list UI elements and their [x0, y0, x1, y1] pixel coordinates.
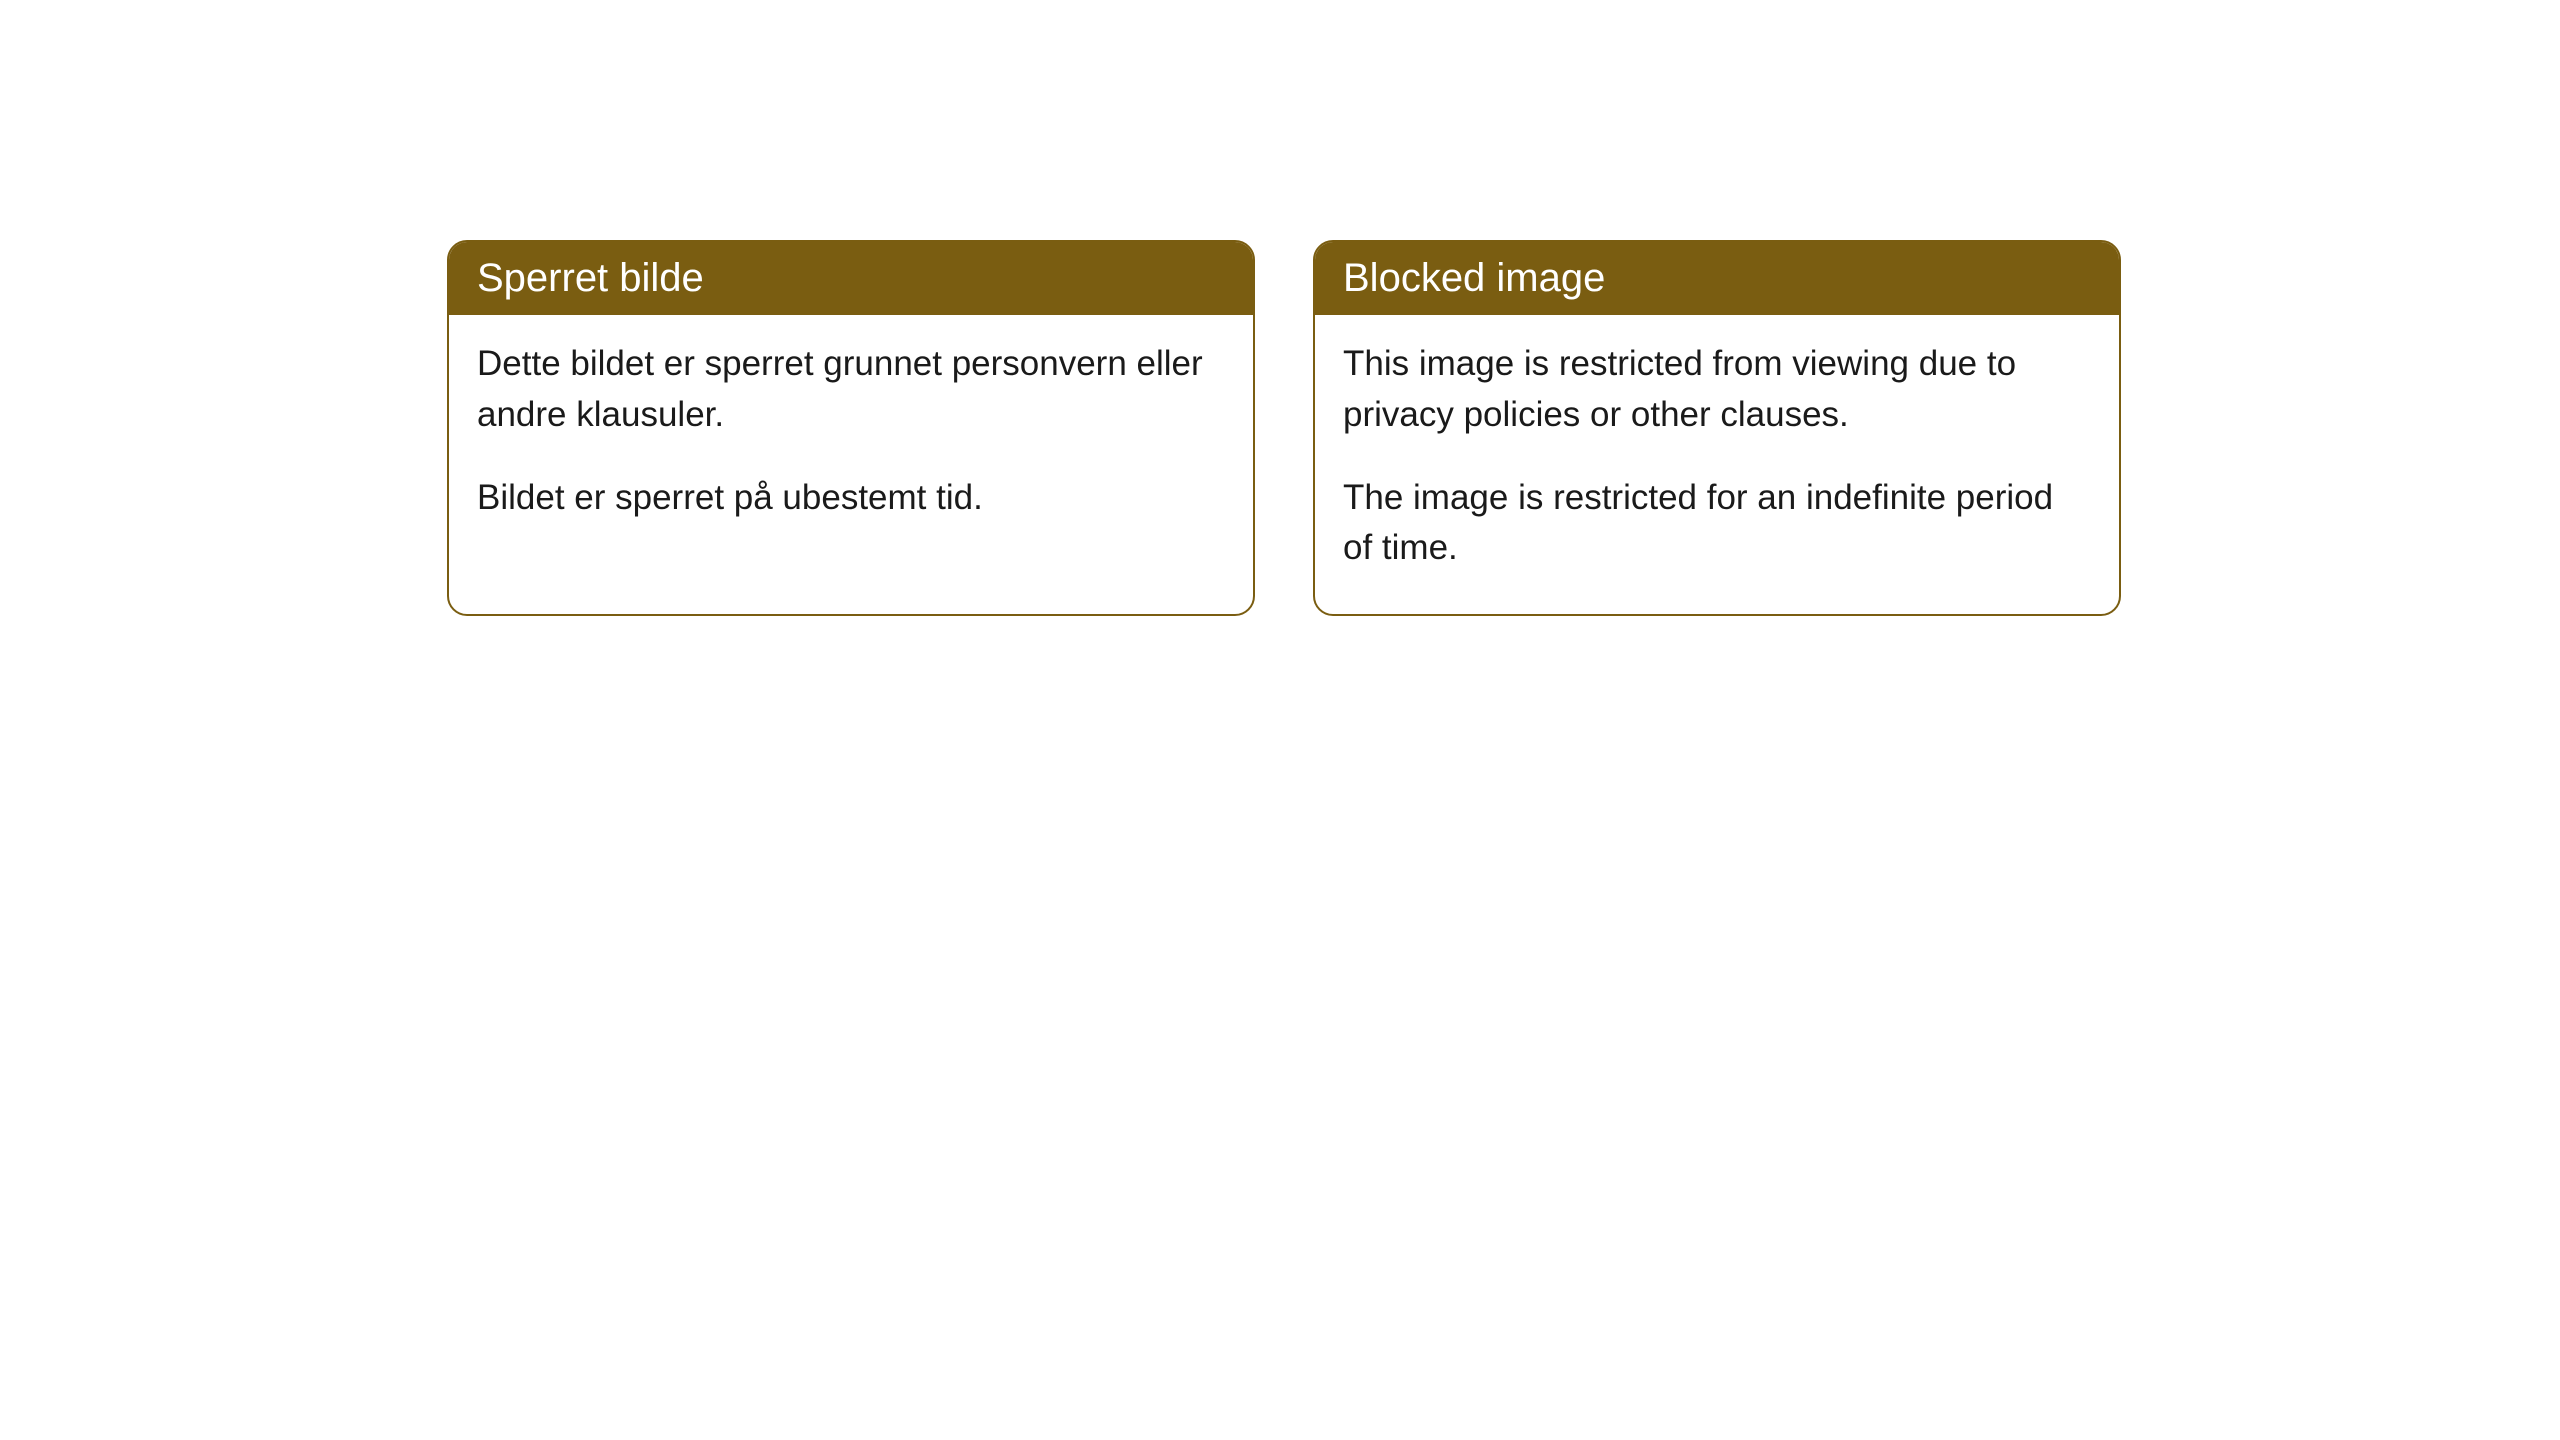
blocked-image-card-en: Blocked image This image is restricted f…	[1313, 240, 2121, 616]
card-title-en: Blocked image	[1343, 256, 1605, 300]
card-text-no-1: Dette bildet er sperret grunnet personve…	[477, 339, 1225, 441]
notice-cards-container: Sperret bilde Dette bildet er sperret gr…	[447, 240, 2560, 616]
card-title-no: Sperret bilde	[477, 256, 704, 300]
card-text-en-1: This image is restricted from viewing du…	[1343, 339, 2091, 441]
card-body-no: Dette bildet er sperret grunnet personve…	[449, 315, 1253, 563]
card-text-en-2: The image is restricted for an indefinit…	[1343, 473, 2091, 575]
card-body-en: This image is restricted from viewing du…	[1315, 315, 2119, 614]
card-header-en: Blocked image	[1315, 242, 2119, 315]
blocked-image-card-no: Sperret bilde Dette bildet er sperret gr…	[447, 240, 1255, 616]
card-text-no-2: Bildet er sperret på ubestemt tid.	[477, 473, 1225, 524]
card-header-no: Sperret bilde	[449, 242, 1253, 315]
